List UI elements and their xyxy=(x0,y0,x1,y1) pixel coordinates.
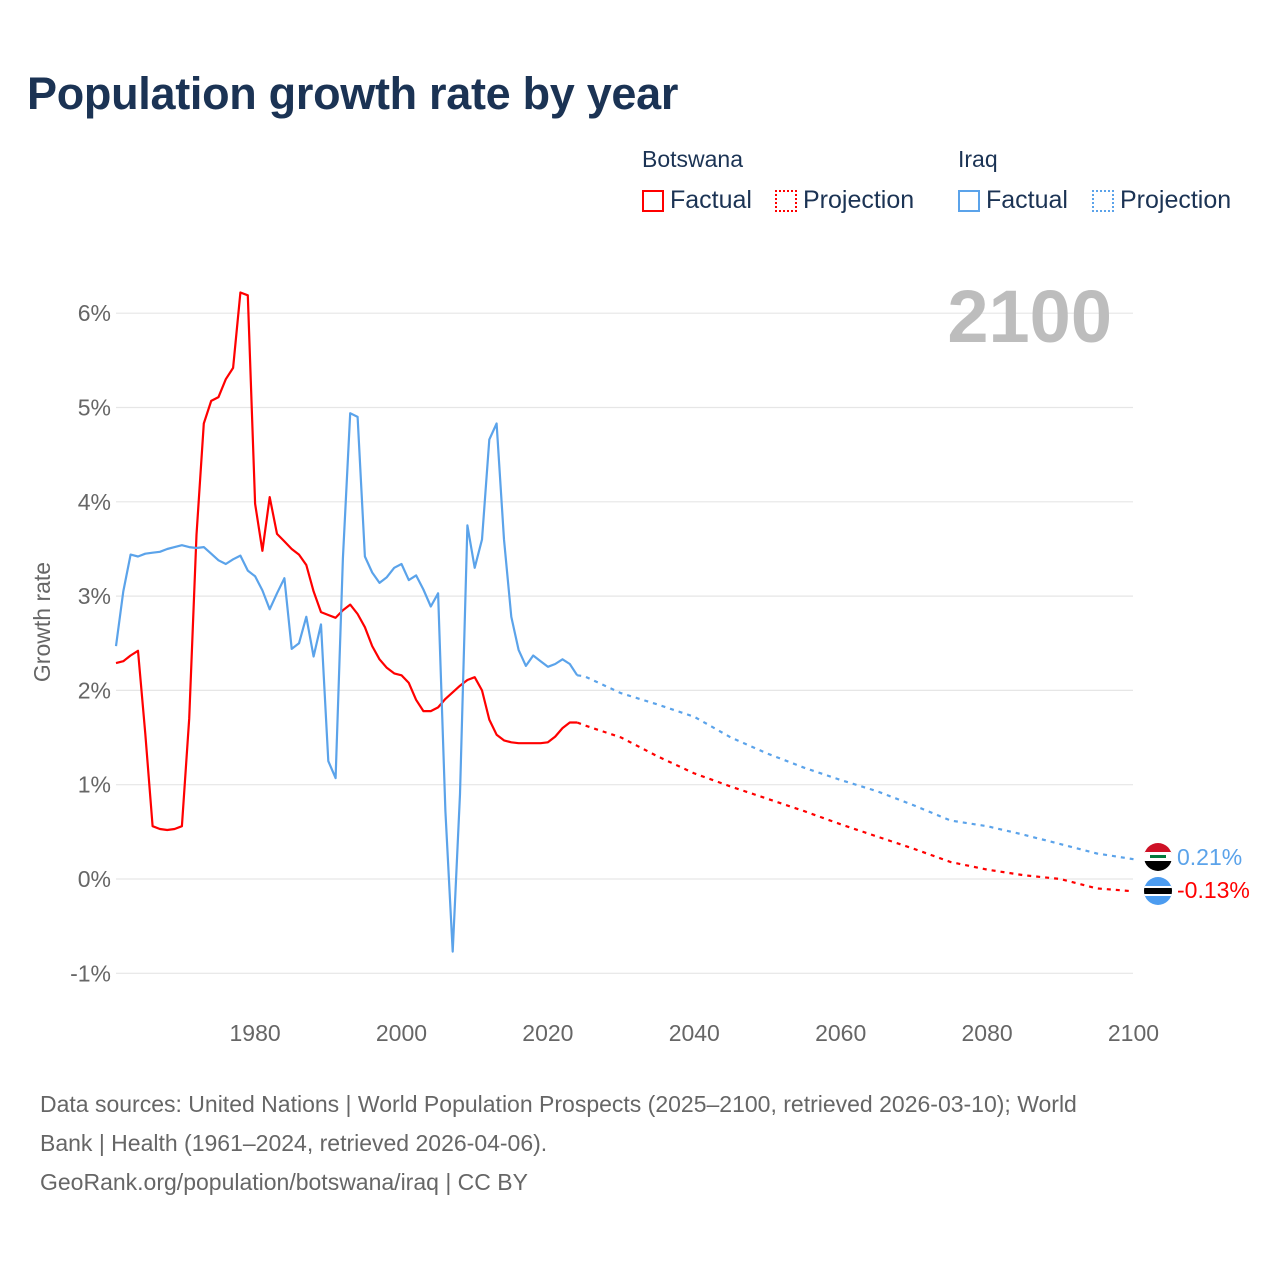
legend-swatch-dotted-blue xyxy=(1092,189,1114,212)
y-tick-label: -1% xyxy=(70,960,111,986)
series-line-iraq-projection xyxy=(577,674,1134,861)
legend-label: Factual xyxy=(670,186,752,214)
gridlines xyxy=(116,312,1133,974)
x-tick-label: 2060 xyxy=(815,1020,866,1046)
legend-swatch-dotted-red xyxy=(775,189,797,212)
current-year-display: 2100 xyxy=(947,275,1112,358)
series-line-iraq-factual xyxy=(114,412,579,953)
y-axis-ticks: -1% 0% 1% 2% 3% 4% 5% 6% xyxy=(70,300,111,986)
y-tick-label: 6% xyxy=(78,300,111,326)
x-tick-label: 1980 xyxy=(229,1020,280,1046)
x-tick-label: 2020 xyxy=(522,1020,573,1046)
series-lines xyxy=(114,291,1134,953)
series-line-botswana-projection xyxy=(576,721,1134,893)
x-tick-label: 2080 xyxy=(961,1020,1012,1046)
botswana-flag-marker xyxy=(1144,877,1172,905)
legend-label: Projection xyxy=(803,186,915,214)
series-line-botswana-factual xyxy=(115,291,578,832)
legend-iraq-factual[interactable]: Factual xyxy=(958,186,1068,215)
y-tick-label: 3% xyxy=(78,583,111,609)
legend-label: Projection xyxy=(1120,186,1232,214)
y-tick-label: 2% xyxy=(78,677,111,703)
footer-source-line-2: Bank | Health (1961–2024, retrieved 2026… xyxy=(40,1130,548,1156)
x-tick-label: 2040 xyxy=(669,1020,720,1046)
botswana-end-value: -0.13% xyxy=(1177,877,1250,903)
y-axis-label: Growth rate xyxy=(29,562,55,682)
legend-swatch-solid-red xyxy=(642,189,664,212)
x-axis-ticks: 1980 2000 2020 2040 2060 2080 2100 xyxy=(229,1020,1159,1046)
legend-header-iraq: Iraq xyxy=(958,146,998,172)
y-tick-label: 4% xyxy=(78,489,111,515)
y-tick-label: 5% xyxy=(78,395,111,421)
legend-label: Factual xyxy=(986,186,1068,214)
iraq-end-value: 0.21% xyxy=(1177,844,1242,870)
legend-header-botswana: Botswana xyxy=(642,146,744,172)
x-tick-label: 2100 xyxy=(1108,1020,1159,1046)
legend-botswana-factual[interactable]: Factual xyxy=(642,186,752,215)
iraq-flag-marker xyxy=(1144,843,1172,871)
y-tick-label: 1% xyxy=(78,772,111,798)
legend-iraq-projection[interactable]: Projection xyxy=(1092,186,1231,215)
y-tick-label: 0% xyxy=(78,866,111,892)
legend-swatch-solid-blue xyxy=(958,189,980,212)
footer-attribution[interactable]: GeoRank.org/population/botswana/iraq | C… xyxy=(40,1169,528,1195)
chart-title: Population growth rate by year xyxy=(27,68,679,119)
x-tick-label: 2000 xyxy=(376,1020,427,1046)
footer-source-line-1: Data sources: United Nations | World Pop… xyxy=(40,1091,1077,1117)
legend-botswana-projection[interactable]: Projection xyxy=(775,186,914,215)
